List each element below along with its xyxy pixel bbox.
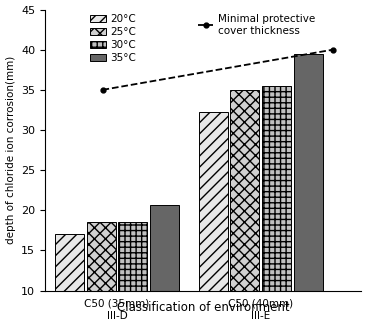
Bar bbox=[230, 90, 259, 324]
Y-axis label: depth of chloride ion corrosion(mm): depth of chloride ion corrosion(mm) bbox=[6, 56, 15, 244]
Bar bbox=[87, 222, 116, 324]
Text: C50 (35mm): C50 (35mm) bbox=[84, 299, 149, 309]
Text: III-E: III-E bbox=[251, 311, 270, 321]
Bar bbox=[118, 222, 147, 324]
Bar bbox=[294, 54, 323, 324]
Bar bbox=[262, 86, 291, 324]
Bar bbox=[150, 205, 179, 324]
Text: III-D: III-D bbox=[106, 311, 127, 321]
Legend: Minimal protective
cover thickness: Minimal protective cover thickness bbox=[196, 12, 317, 38]
X-axis label: Classification of environment: Classification of environment bbox=[117, 301, 290, 314]
Bar bbox=[55, 234, 84, 324]
Bar bbox=[199, 112, 228, 324]
Text: C50 (40mm): C50 (40mm) bbox=[228, 299, 293, 309]
